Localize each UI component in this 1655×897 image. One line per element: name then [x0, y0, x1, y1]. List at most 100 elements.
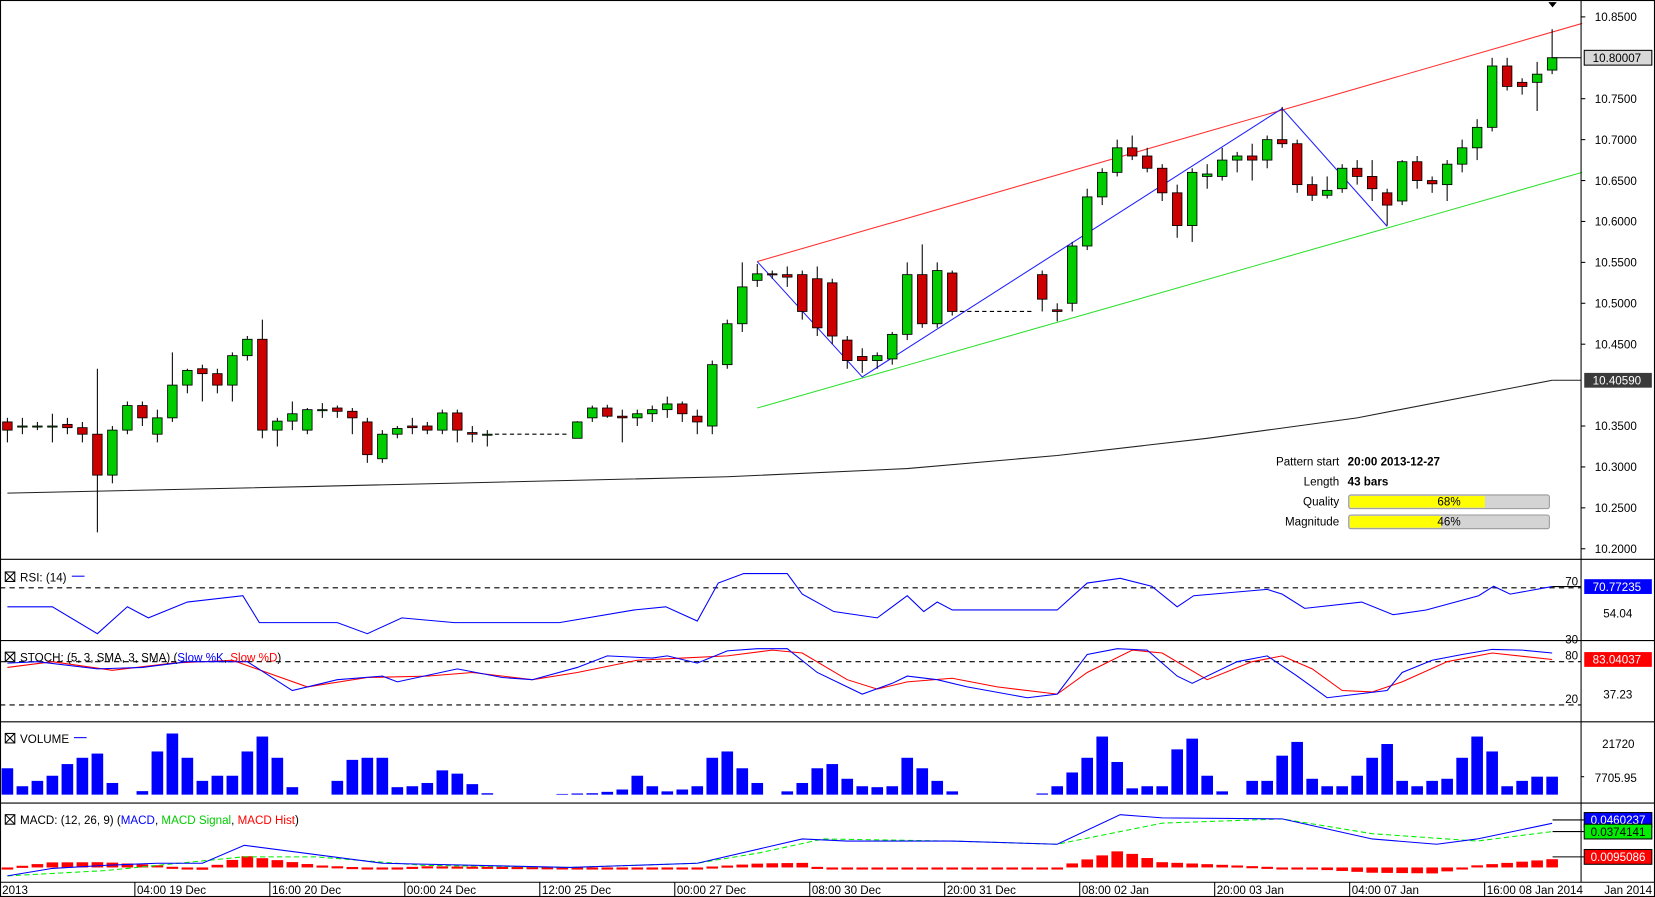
- candle[interactable]: [302, 408, 313, 435]
- rsi-toggle[interactable]: [4, 571, 16, 582]
- candle[interactable]: [377, 430, 388, 463]
- candle[interactable]: [332, 405, 343, 418]
- candle[interactable]: [917, 244, 928, 328]
- stoch-panel[interactable]: 80 20 83.04037 37.23: [0, 648, 1652, 706]
- candle[interactable]: [1426, 176, 1438, 193]
- candle[interactable]: [137, 401, 148, 427]
- stoch-toggle[interactable]: [4, 651, 16, 663]
- candle[interactable]: [242, 336, 253, 361]
- candle[interactable]: [317, 403, 328, 418]
- candle[interactable]: [932, 262, 943, 328]
- candle[interactable]: [797, 270, 808, 320]
- candle[interactable]: [1127, 135, 1138, 161]
- candle[interactable]: [707, 360, 718, 435]
- candle[interactable]: [632, 409, 643, 427]
- candle[interactable]: [1366, 160, 1378, 201]
- candle[interactable]: [287, 401, 298, 431]
- candle[interactable]: [602, 404, 613, 418]
- price-panel[interactable]: [2, 2, 1583, 533]
- candle[interactable]: [857, 348, 868, 373]
- candle[interactable]: [152, 409, 163, 443]
- candle[interactable]: [227, 352, 238, 402]
- candle[interactable]: [1097, 168, 1108, 206]
- candle[interactable]: [737, 262, 748, 332]
- candle[interactable]: [452, 409, 463, 443]
- candle[interactable]: [1142, 147, 1153, 173]
- candle[interactable]: [1321, 176, 1333, 199]
- candle[interactable]: [677, 401, 688, 422]
- candle[interactable]: [1262, 135, 1273, 169]
- candle[interactable]: [1396, 160, 1408, 206]
- candle[interactable]: [1037, 270, 1048, 312]
- candle[interactable]: [1456, 139, 1468, 173]
- candle[interactable]: [1531, 61, 1543, 111]
- candle[interactable]: [1202, 164, 1213, 189]
- candle[interactable]: [362, 417, 373, 463]
- candle[interactable]: [1172, 184, 1183, 238]
- candle[interactable]: [437, 409, 448, 435]
- candle[interactable]: [887, 331, 898, 365]
- candle[interactable]: [212, 368, 223, 394]
- candle[interactable]: [1232, 151, 1243, 173]
- candle[interactable]: [1411, 155, 1423, 189]
- candle[interactable]: [1217, 147, 1228, 181]
- candle[interactable]: [1441, 160, 1453, 201]
- candle[interactable]: [647, 405, 658, 422]
- candle[interactable]: [692, 409, 703, 435]
- candle[interactable]: [1516, 78, 1528, 95]
- candle[interactable]: [842, 336, 853, 369]
- candle[interactable]: [1381, 188, 1393, 226]
- candle[interactable]: [482, 430, 493, 447]
- candle[interactable]: [722, 319, 733, 369]
- candle[interactable]: [122, 401, 133, 435]
- candle[interactable]: [407, 417, 418, 435]
- candle[interactable]: [77, 421, 88, 443]
- candle[interactable]: [1157, 164, 1168, 201]
- candle[interactable]: [572, 421, 583, 439]
- volume-panel[interactable]: 21720 7705.95: [1, 733, 1652, 795]
- macd-toggle[interactable]: [4, 814, 16, 825]
- candle[interactable]: [812, 266, 823, 337]
- candle[interactable]: [1052, 303, 1063, 322]
- candle[interactable]: [1082, 188, 1093, 251]
- candle[interactable]: [1187, 168, 1198, 242]
- candle[interactable]: [167, 352, 178, 422]
- candle[interactable]: [62, 417, 73, 435]
- candle[interactable]: [347, 408, 358, 435]
- candle[interactable]: [1291, 139, 1303, 193]
- candle[interactable]: [1486, 57, 1498, 132]
- candle[interactable]: [1336, 164, 1348, 193]
- candle[interactable]: [1501, 57, 1513, 91]
- candle[interactable]: [272, 417, 283, 447]
- candle[interactable]: [827, 278, 838, 345]
- candle[interactable]: [107, 426, 118, 484]
- candle[interactable]: [2, 417, 13, 443]
- candle[interactable]: [32, 421, 43, 431]
- candle[interactable]: [587, 405, 598, 422]
- candle[interactable]: [197, 364, 208, 402]
- candle[interactable]: [782, 266, 793, 287]
- candle[interactable]: [257, 319, 268, 439]
- candle[interactable]: [1067, 241, 1078, 312]
- candle[interactable]: [1247, 143, 1258, 181]
- candle[interactable]: [662, 396, 673, 418]
- candle[interactable]: [752, 264, 763, 287]
- candle[interactable]: [902, 262, 913, 341]
- candle[interactable]: [182, 368, 193, 394]
- candle[interactable]: [617, 409, 628, 443]
- candle[interactable]: [1277, 106, 1288, 148]
- candle[interactable]: [872, 352, 883, 369]
- candle[interactable]: [392, 426, 403, 439]
- volume-toggle[interactable]: [4, 732, 16, 744]
- candle[interactable]: [1306, 176, 1318, 201]
- candle[interactable]: [422, 421, 433, 435]
- candle[interactable]: [1471, 119, 1483, 161]
- candle[interactable]: [17, 417, 28, 435]
- candle[interactable]: [92, 368, 103, 533]
- candle[interactable]: [1112, 139, 1123, 177]
- candle[interactable]: [467, 426, 478, 443]
- candle[interactable]: [947, 270, 958, 316]
